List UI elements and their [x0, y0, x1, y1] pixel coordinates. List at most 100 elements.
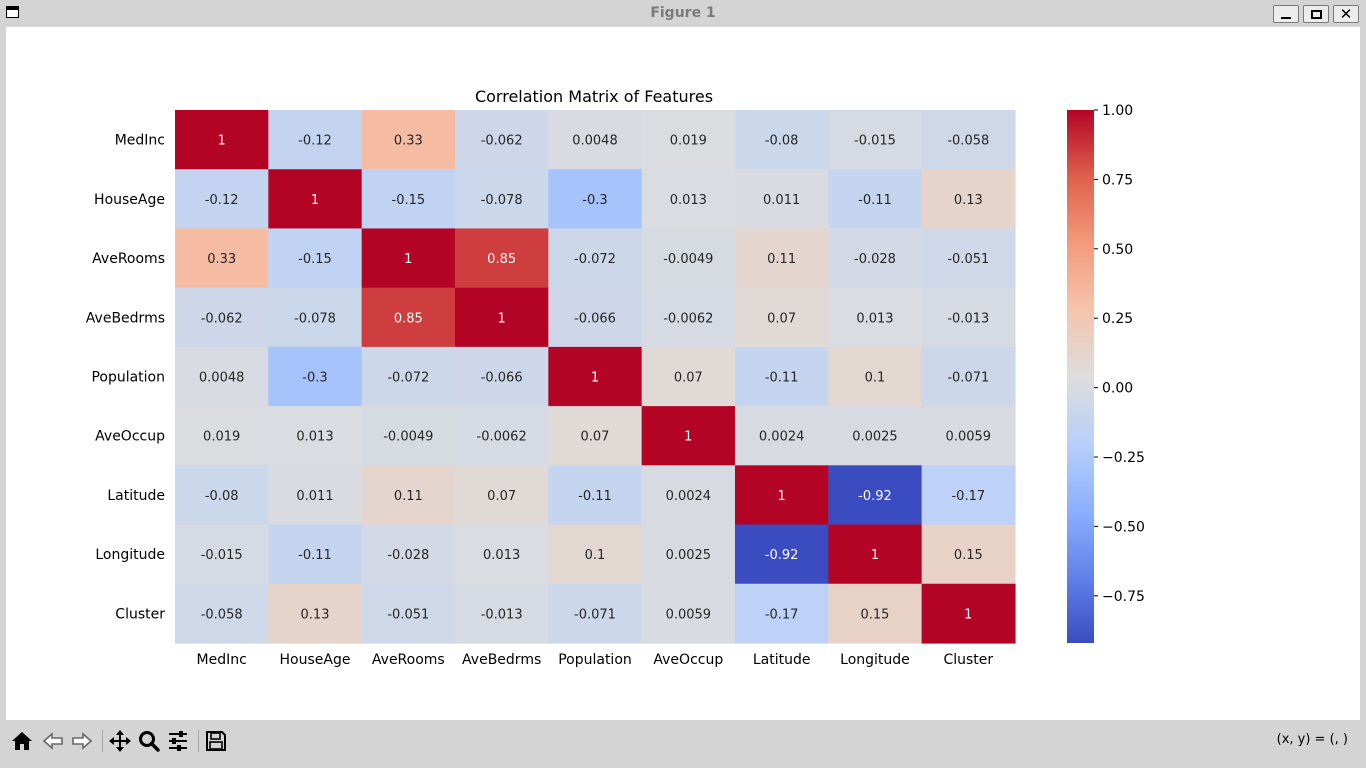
heatmap-cell — [548, 465, 643, 526]
heatmap-cell — [361, 228, 456, 289]
pan-button[interactable] — [107, 728, 133, 754]
cell-value-label: -0.3 — [302, 370, 327, 385]
x-tick-label: MedInc — [197, 652, 247, 668]
cell-value-label: 0.85 — [394, 311, 423, 326]
home-button[interactable] — [9, 728, 35, 754]
y-tick-label: Population — [91, 369, 165, 385]
cell-value-label: 0.11 — [394, 489, 423, 504]
heatmap-cell — [828, 110, 923, 170]
window-title: Figure 1 — [650, 5, 716, 21]
save-button[interactable] — [203, 728, 229, 754]
figure-canvas[interactable]: Correlation Matrix of Features 1 -0.12 0.3… — [6, 27, 1360, 720]
cell-value-label: -0.058 — [201, 607, 243, 622]
heatmap-cell — [641, 110, 736, 170]
save-icon — [206, 731, 226, 751]
cell-value-label: -0.066 — [481, 370, 523, 385]
x-tick-label: AveBedrms — [462, 652, 541, 668]
y-tick-label: Cluster — [115, 606, 165, 622]
cell-value-label: 1 — [778, 489, 786, 504]
colorbar-tick-label: −0.25 — [1102, 450, 1145, 466]
heatmap-cell — [921, 110, 1016, 170]
cell-value-label: -0.17 — [765, 607, 799, 622]
heatmap-cell — [268, 406, 363, 466]
back-button[interactable] — [40, 728, 66, 754]
x-tick-label: Latitude — [753, 652, 811, 668]
heatmap-cells: 1 -0.12 0.33 -0.062 0.0048 0.019 -0.08 -0.015 -0… — [175, 110, 1016, 644]
heatmap-cell — [921, 524, 1016, 585]
minimize-button[interactable] — [1273, 5, 1299, 23]
heatmap-cell — [548, 524, 643, 585]
cell-value-label: -0.08 — [205, 489, 239, 504]
colorbar-tick-label: 0.75 — [1102, 172, 1133, 188]
heatmap-cell — [828, 406, 923, 466]
cell-value-label: 1 — [964, 607, 972, 622]
cell-value-label: 1 — [871, 548, 879, 563]
cell-value-label: 0.33 — [207, 252, 236, 267]
cell-value-label: 0.85 — [487, 252, 516, 267]
heatmap-cell — [268, 169, 363, 230]
cell-value-label: 0.0048 — [572, 134, 618, 149]
cell-value-label: -0.12 — [298, 134, 332, 149]
heatmap-cell — [548, 228, 643, 289]
maximize-button[interactable] — [1303, 5, 1329, 23]
cell-value-label: -0.072 — [387, 370, 429, 385]
heatmap-cell — [921, 406, 1016, 466]
cell-value-label: -0.058 — [947, 134, 989, 149]
heatmap-cell — [361, 110, 456, 170]
heatmap-cell — [361, 406, 456, 466]
y-tick-label: AveBedrms — [86, 310, 165, 326]
heatmap-cell — [268, 228, 363, 289]
cell-value-label: 0.0025 — [852, 430, 898, 445]
cell-value-label: -0.11 — [765, 370, 799, 385]
x-tick-label: HouseAge — [280, 652, 351, 668]
y-tick-label: Longitude — [95, 547, 165, 563]
heatmap-cell — [175, 287, 269, 348]
heatmap-cell — [828, 287, 923, 348]
heatmap-cell — [828, 346, 923, 407]
heatmap-cell — [641, 287, 736, 348]
cell-value-label: 0.011 — [296, 489, 333, 504]
heatmap-cell — [548, 406, 643, 466]
heatmap-cell — [361, 465, 456, 526]
heatmap-cell — [175, 346, 269, 407]
title-bar: Figure 1 ✕ — [0, 0, 1366, 27]
heatmap-cell — [175, 583, 269, 644]
cell-value-label: 0.0025 — [666, 548, 712, 563]
cell-value-label: -0.051 — [387, 607, 429, 622]
cell-value-label: 1 — [404, 252, 412, 267]
colorbar-tick-label: −0.50 — [1102, 519, 1145, 535]
zoom-icon — [139, 731, 160, 752]
cell-value-label: -0.92 — [765, 548, 799, 563]
y-tick-label: Latitude — [107, 488, 165, 504]
cell-value-label: -0.066 — [574, 311, 616, 326]
heatmap-cell — [828, 228, 923, 289]
cell-value-label: -0.013 — [947, 311, 989, 326]
cell-value-label: 0.019 — [670, 134, 707, 149]
heatmap-cell — [175, 406, 269, 466]
heatmap-cell — [641, 465, 736, 526]
window-icon — [6, 6, 19, 18]
heatmap-cell — [641, 228, 736, 289]
heatmap-chart: Correlation Matrix of Features 1 -0.12 0.3… — [86, 87, 1145, 668]
cell-value-label: 1 — [684, 430, 692, 445]
colorbar-ticks: 1.00 0.75 0.50 0.25 0.00 −0.25 −0.50 −0.75 — [1094, 103, 1145, 605]
heatmap-cell — [921, 583, 1016, 644]
cell-value-label: -0.071 — [574, 607, 616, 622]
close-button[interactable]: ✕ — [1333, 5, 1359, 23]
zoom-button[interactable] — [136, 728, 162, 754]
heatmap-cell — [454, 228, 549, 289]
heatmap-cell — [175, 465, 269, 526]
close-icon: ✕ — [1339, 4, 1353, 23]
x-tick-label: AveRooms — [372, 652, 445, 668]
heatmap-cell — [268, 524, 363, 585]
forward-button[interactable] — [69, 728, 95, 754]
heatmap-cell — [548, 287, 643, 348]
cell-value-label: 0.013 — [483, 548, 520, 563]
configure-subplots-button[interactable] — [165, 728, 191, 754]
forward-arrow-icon — [72, 732, 93, 750]
heatmap-cell — [641, 406, 736, 466]
cell-value-label: -0.11 — [858, 193, 892, 208]
heatmap-cell — [454, 406, 549, 466]
heatmap-cell — [641, 169, 736, 230]
chart-title: Correlation Matrix of Features — [475, 87, 713, 106]
